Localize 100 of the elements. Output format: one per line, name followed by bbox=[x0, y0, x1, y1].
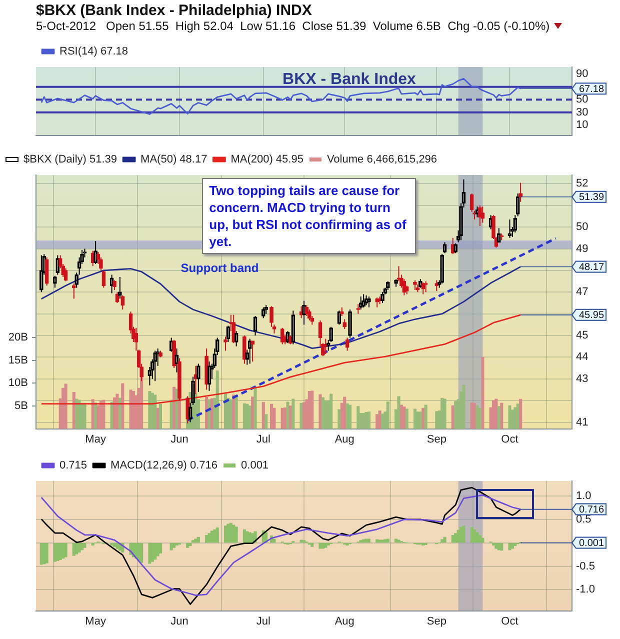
bar bbox=[64, 543, 68, 558]
y-tick-label: 52 bbox=[576, 178, 588, 190]
bar bbox=[348, 404, 352, 429]
bar bbox=[158, 543, 162, 554]
bar bbox=[272, 538, 276, 543]
bar bbox=[405, 408, 408, 429]
bar bbox=[148, 543, 152, 564]
bar bbox=[443, 536, 446, 543]
bar bbox=[402, 406, 406, 429]
bar bbox=[310, 543, 314, 547]
bar bbox=[338, 409, 341, 429]
bar bbox=[83, 543, 86, 548]
x-tick-label: Sep bbox=[426, 615, 446, 628]
y-tick-label: 50 bbox=[576, 94, 588, 106]
y2-tick-label: 20B bbox=[8, 332, 28, 344]
y-tick-label: 30 bbox=[576, 106, 588, 118]
y-tick-label: 0.5 bbox=[576, 513, 592, 526]
bar bbox=[121, 383, 124, 429]
bar bbox=[148, 391, 152, 429]
bar bbox=[376, 539, 379, 543]
candlestick bbox=[518, 182, 522, 202]
bar bbox=[397, 396, 400, 429]
y-tick-label: 50 bbox=[576, 221, 588, 234]
annotation: 45.95 bbox=[579, 310, 604, 322]
bar bbox=[346, 543, 349, 546]
x-tick-label: Oct bbox=[501, 433, 518, 446]
legend-label: Volume 6,466,615,296 bbox=[326, 154, 438, 166]
x-tick-label: Aug bbox=[334, 615, 354, 628]
bar bbox=[158, 404, 162, 429]
candlestick bbox=[232, 314, 236, 344]
x-tick-label: Jun bbox=[170, 615, 188, 628]
bar bbox=[508, 405, 512, 429]
bar bbox=[343, 396, 346, 429]
bar bbox=[102, 400, 106, 429]
bar bbox=[234, 526, 238, 543]
annotation: 51.39 bbox=[579, 192, 604, 204]
annotation: 48.17 bbox=[579, 262, 604, 274]
bar bbox=[500, 543, 504, 551]
bar bbox=[254, 387, 257, 429]
candlestick bbox=[112, 280, 116, 290]
candlestick bbox=[172, 339, 176, 369]
bar bbox=[481, 538, 484, 543]
y-tick-label: 49 bbox=[576, 242, 588, 255]
bar bbox=[424, 404, 428, 429]
y-tick-label: 45 bbox=[576, 330, 588, 342]
candlestick bbox=[424, 280, 428, 293]
bar bbox=[154, 543, 157, 560]
candlestick bbox=[480, 206, 485, 224]
candlestick bbox=[478, 204, 482, 226]
bar bbox=[216, 370, 219, 429]
annotation: BKX - Bank Index bbox=[282, 71, 416, 89]
bar bbox=[208, 533, 211, 543]
bar bbox=[324, 543, 328, 548]
bar bbox=[140, 543, 144, 563]
x-tick-label: Jul bbox=[256, 433, 270, 446]
candlestick bbox=[413, 280, 417, 290]
candlestick bbox=[402, 278, 406, 296]
bar bbox=[75, 398, 78, 429]
candlestick bbox=[416, 284, 420, 293]
x-tick-label: Jun bbox=[170, 433, 188, 446]
bar bbox=[318, 394, 322, 429]
x-tick-label: Jul bbox=[256, 615, 270, 628]
bar bbox=[318, 543, 322, 549]
x-tick-label: Oct bbox=[501, 615, 518, 628]
bar bbox=[422, 408, 425, 429]
legend-label: 0.001 bbox=[241, 460, 269, 472]
bar bbox=[494, 398, 498, 429]
legend-label: MA(50) 48.17 bbox=[140, 154, 208, 166]
candlestick bbox=[421, 282, 426, 295]
bar bbox=[510, 543, 514, 549]
bar bbox=[508, 543, 512, 550]
y2-tick-label: 10B bbox=[8, 377, 28, 390]
candlestick bbox=[342, 318, 347, 330]
bar bbox=[64, 384, 68, 429]
legend-label: MACD(12,26,9) 0.716 bbox=[110, 460, 218, 472]
y-tick-label: 10 bbox=[576, 119, 588, 132]
bar bbox=[264, 414, 268, 429]
bar bbox=[386, 402, 390, 429]
y-tick-label: 47 bbox=[576, 286, 588, 298]
candlestick bbox=[356, 304, 360, 314]
bar bbox=[188, 543, 192, 546]
y-tick-label: 41 bbox=[576, 416, 588, 428]
bar bbox=[172, 543, 176, 548]
annotation: Two topping tails are cause for concern. MACD trying to turn up, but RSI not confirming as of yet. bbox=[202, 178, 416, 254]
annotation: 0.001 bbox=[579, 538, 604, 550]
y-tick-label: -0.5 bbox=[576, 560, 595, 572]
bar bbox=[232, 394, 236, 429]
bar bbox=[397, 540, 400, 543]
bar bbox=[481, 357, 484, 429]
candlestick bbox=[134, 327, 138, 352]
legend-label: 0.715 bbox=[60, 460, 88, 472]
band-label: Support band bbox=[180, 261, 259, 276]
bar bbox=[310, 390, 314, 429]
bar bbox=[116, 394, 119, 429]
bar bbox=[234, 395, 238, 429]
candlestick bbox=[307, 308, 312, 321]
y-tick-label: 44 bbox=[576, 351, 588, 364]
y2-tick-label: 15B bbox=[8, 354, 28, 366]
bar bbox=[454, 401, 458, 429]
x-tick-label: Aug bbox=[334, 433, 354, 446]
